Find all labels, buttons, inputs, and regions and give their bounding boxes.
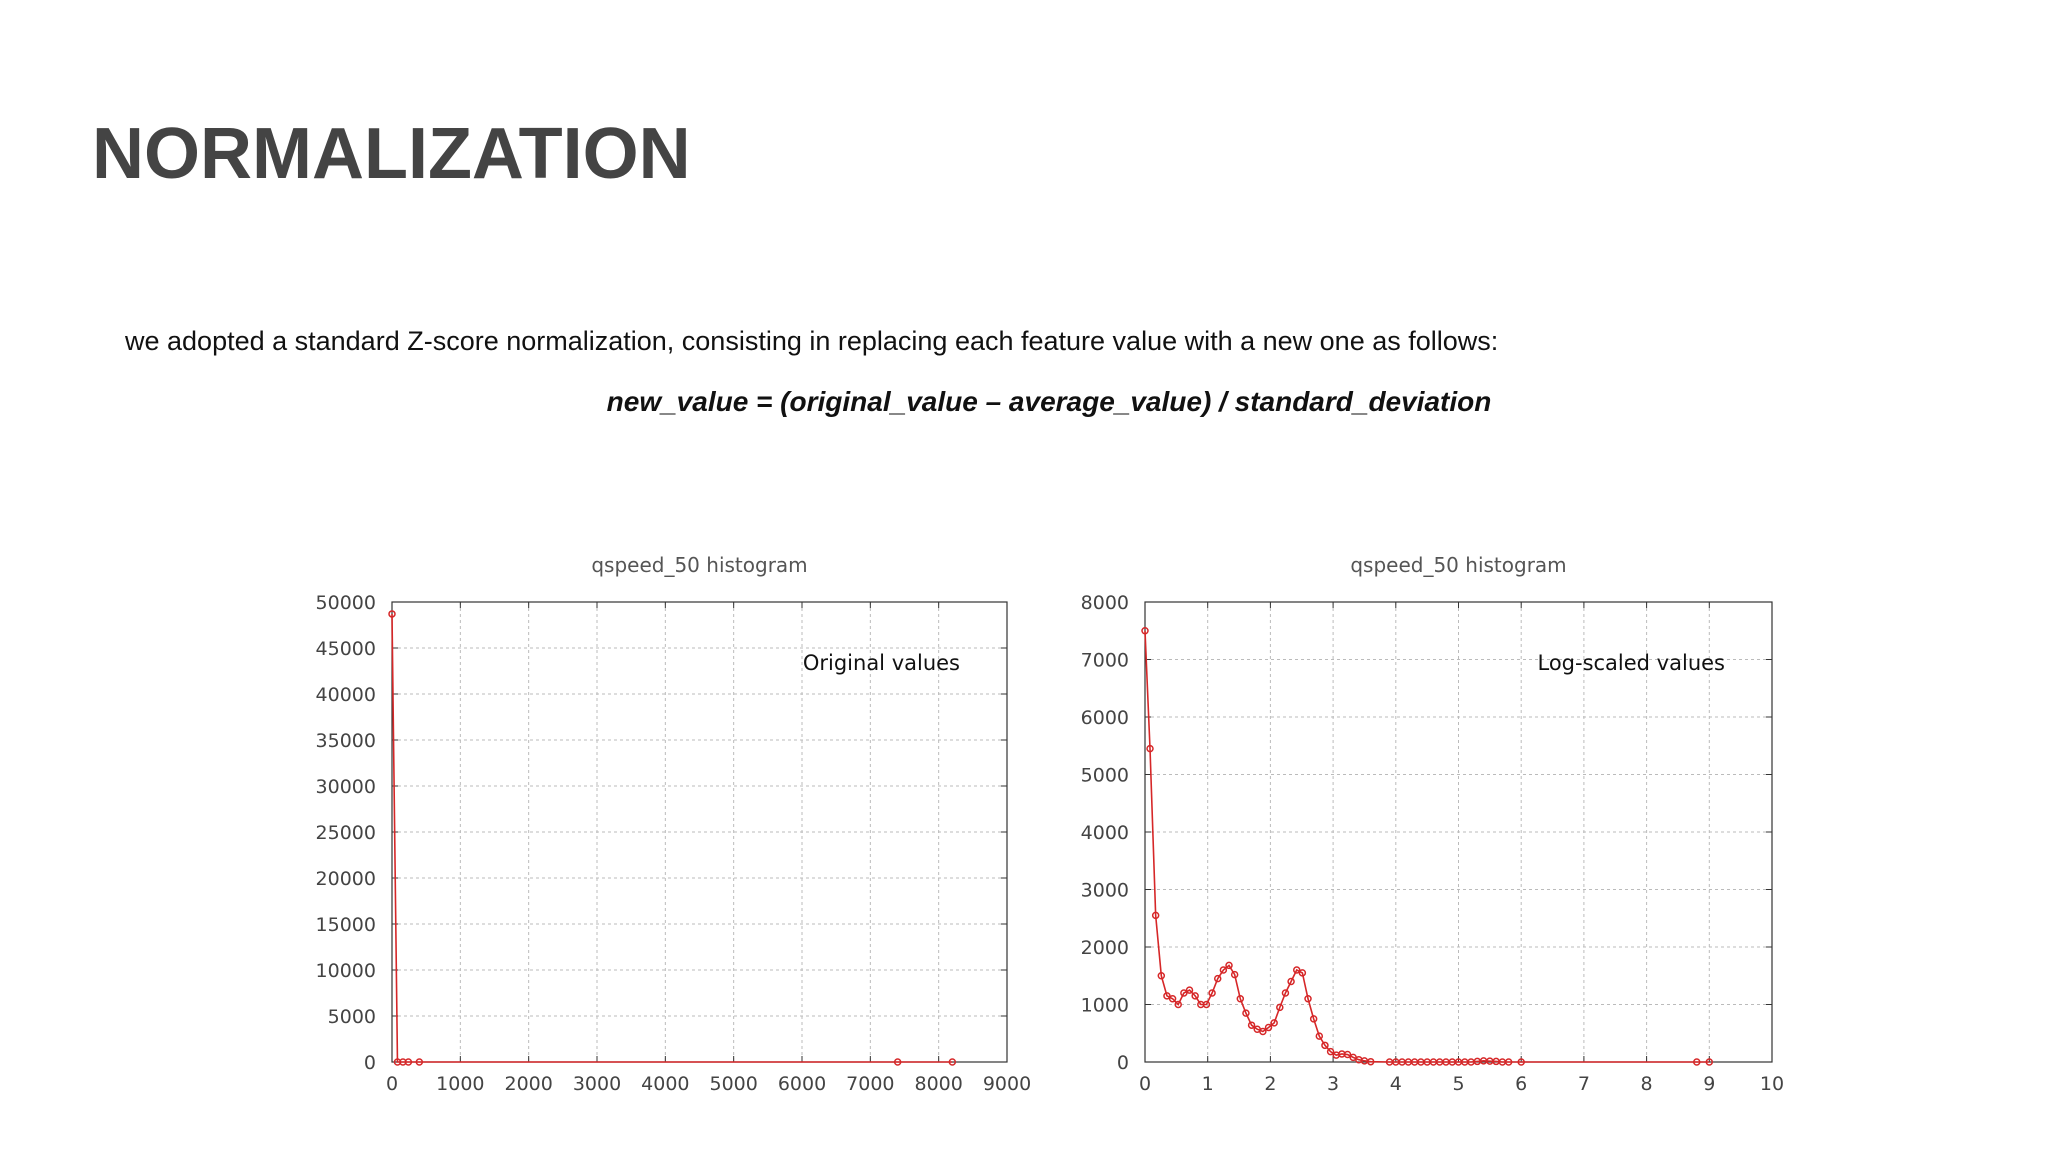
chart2-data-point [1270, 1019, 1278, 1027]
chart2-data-point [1309, 1015, 1318, 1023]
chart2-data-point [1326, 1047, 1335, 1056]
chart2-xtick-label: 7 [1578, 1073, 1590, 1095]
chart2-xtick-label: 4 [1390, 1073, 1402, 1095]
chart2-data-point [1264, 1023, 1273, 1032]
slide-title: NORMALIZATION [92, 114, 691, 194]
chart2-annotation: Log-scaled values [1537, 651, 1725, 675]
chart1-data-point [893, 1058, 902, 1066]
chart2-ytick-label: 4000 [1081, 822, 1129, 844]
chart2-xtick-label: 2 [1264, 1073, 1276, 1095]
chart2-data-point [1174, 1000, 1182, 1009]
chart2-data-point [1298, 969, 1307, 977]
chart2-xtick-label: 0 [1139, 1073, 1151, 1095]
chart1-xtick-label: 1000 [436, 1073, 484, 1095]
chart2-data-point [1705, 1058, 1714, 1066]
chart2-data-point [1191, 992, 1199, 1000]
chart2-data-point [1259, 1027, 1267, 1036]
chart2-data-point [1202, 1000, 1211, 1009]
chart2-data-point [1517, 1058, 1525, 1066]
chart1-xtick-label: 4000 [641, 1073, 689, 1095]
chart2-xtick-label: 6 [1515, 1073, 1527, 1095]
chart1-xtick-label: 7000 [846, 1073, 894, 1095]
chart1-ytick-label: 0 [364, 1052, 376, 1074]
chart2-data-point [1168, 995, 1177, 1003]
chart2-data-point [1343, 1050, 1352, 1059]
chart2-data-point [1504, 1058, 1513, 1066]
chart2-data-point [1242, 1009, 1250, 1017]
chart2-data-point [1247, 1021, 1256, 1029]
chart1-xtick-label: 3000 [573, 1073, 621, 1095]
chart1-data-point [388, 610, 396, 618]
chart1-ytick-label: 40000 [316, 684, 376, 706]
chart2-ytick-label: 1000 [1081, 995, 1129, 1017]
chart2-data-point [1315, 1032, 1324, 1040]
chart1-ytick-label: 50000 [316, 592, 376, 614]
chart2-ytick-label: 0 [1117, 1052, 1129, 1074]
chart2-ytick-label: 6000 [1081, 707, 1129, 729]
chart2-data-point [1180, 989, 1188, 997]
chart2-ytick-label: 5000 [1081, 765, 1129, 787]
chart1-ytick-label: 15000 [316, 914, 376, 936]
chart2-data-point [1281, 989, 1290, 997]
chart2-ytick-label: 3000 [1081, 880, 1129, 902]
chart2-data-point [1219, 966, 1228, 974]
chart2-xtick-label: 9 [1703, 1073, 1715, 1095]
chart2-series-line [1144, 630, 1710, 1063]
chart2-xtick-label: 3 [1327, 1073, 1339, 1095]
chart2-xtick-label: 10 [1760, 1073, 1784, 1095]
chart1-data-point [404, 1058, 413, 1066]
chart2-data-point [1157, 972, 1166, 980]
chart1-xtick-label: 5000 [709, 1073, 757, 1095]
chart2-data-point [1236, 995, 1245, 1003]
chart2-data-point [1163, 992, 1171, 1000]
body-text: we adopted a standard Z-score normalizat… [125, 326, 1499, 356]
chart2-data-point [1185, 986, 1194, 994]
formula: new_value = (original_value – average_va… [606, 386, 1492, 417]
chart1-ytick-label: 10000 [316, 960, 376, 982]
chart1-ytick-label: 20000 [316, 868, 376, 890]
chart2-xtick-label: 8 [1641, 1073, 1653, 1095]
chart1-xtick-label: 0 [386, 1073, 398, 1095]
chart2-data-point [1276, 1003, 1284, 1012]
chart2-data-point [1292, 966, 1301, 974]
chart2-data-point [1213, 974, 1222, 983]
chart2-xtick-label: 5 [1452, 1073, 1464, 1095]
chart2-data-point [1141, 627, 1149, 635]
chart2-data-point [1151, 911, 1160, 920]
chart1-ytick-label: 5000 [328, 1006, 376, 1028]
chart1-ytick-label: 25000 [316, 822, 376, 844]
chart2-data-point [1230, 970, 1239, 979]
chart1-data-point [948, 1058, 957, 1066]
chart1-annotation: Original values [803, 651, 960, 675]
chart2-data-point [1304, 995, 1312, 1003]
chart2-ytick-label: 8000 [1081, 592, 1129, 614]
chart2-data-point [1146, 744, 1154, 753]
chart1-xtick-label: 2000 [504, 1073, 552, 1095]
chart2-data-point [1287, 977, 1295, 986]
chart1-title: qspeed_50 histogram [591, 553, 807, 577]
chart2-data-point [1225, 961, 1233, 970]
chart2-ytick-label: 2000 [1081, 937, 1129, 959]
chart2-data-point [1321, 1041, 1329, 1050]
chart2-data-point [1366, 1057, 1375, 1066]
chart1-xtick-label: 9000 [983, 1073, 1031, 1095]
chart1-data-point [415, 1058, 424, 1066]
chart2-ytick-label: 7000 [1081, 650, 1129, 672]
chart1-ytick-label: 35000 [316, 730, 376, 752]
chart2-data-point [1208, 989, 1216, 997]
chart1-ytick-label: 45000 [316, 638, 376, 660]
chart2-title: qspeed_50 histogram [1350, 553, 1566, 577]
chart2-data-point [1693, 1058, 1701, 1066]
chart1-series-line [391, 613, 953, 1063]
chart1-xtick-label: 8000 [914, 1073, 962, 1095]
chart1-ytick-label: 30000 [316, 776, 376, 798]
chart1-xtick-label: 6000 [778, 1073, 826, 1095]
chart2-xtick-label: 1 [1202, 1073, 1214, 1095]
